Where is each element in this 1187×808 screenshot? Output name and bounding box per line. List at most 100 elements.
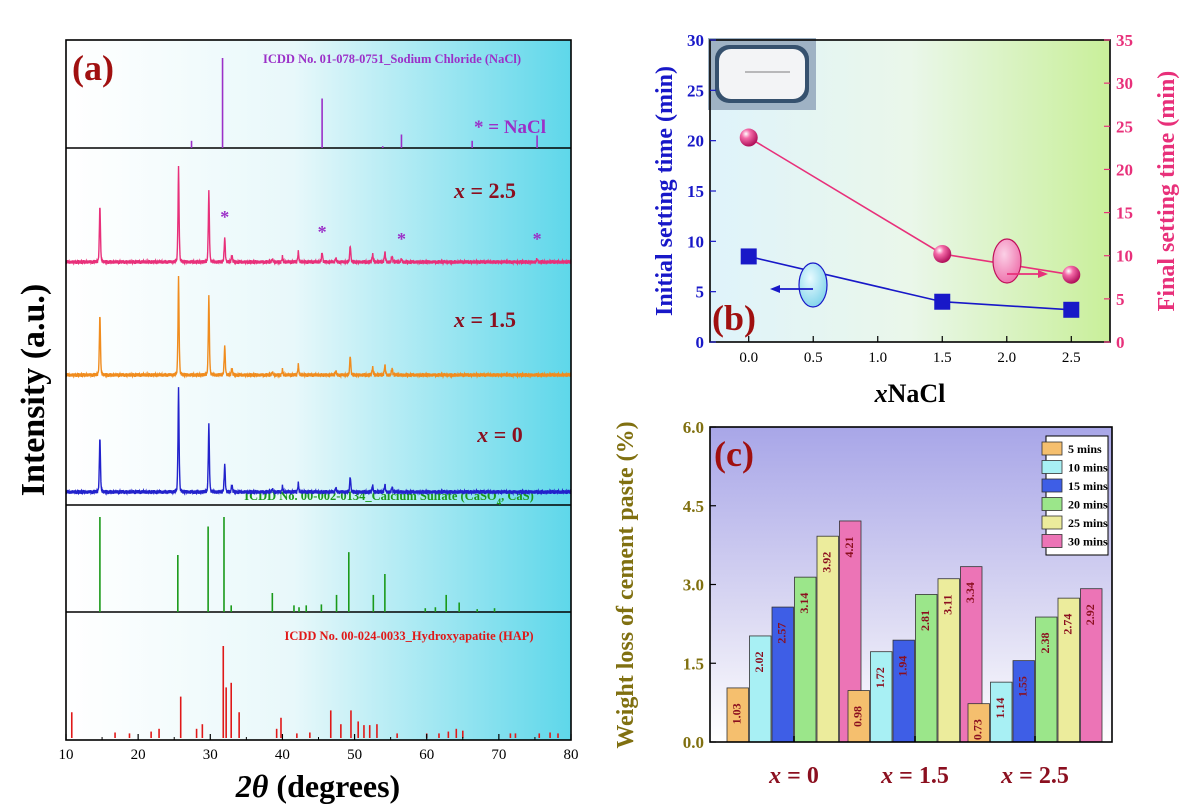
x-tick-label: 40 (275, 747, 290, 763)
y-left-tick-label: 15 (687, 182, 704, 201)
legend-entry: 5 mins (1068, 442, 1102, 456)
category-label: x = 2.5 (1000, 763, 1069, 789)
panel-b: 0.0 0.5 1.0 1.5 2.0 2.5 0 5 10 15 20 25 30 0 5 10 15 20 25… (652, 31, 1180, 408)
xrd-pattern-0 (65, 166, 572, 267)
y-right-tick-label: 30 (1116, 74, 1133, 93)
x-tick-label: 0.0 (739, 350, 758, 366)
legend-entry: 15 mins (1068, 479, 1108, 493)
bar-value-label: 1.55 (1016, 676, 1030, 697)
panel-c-ylabel: Weight loss of cement paste (%) (613, 421, 639, 748)
category-label: x = 0 (768, 763, 819, 789)
legend-entry: 25 mins (1068, 516, 1108, 530)
bar-value-label: 1.14 (993, 698, 1007, 719)
x-tick-label: 1.0 (868, 350, 887, 366)
pattern-label-2: x = 0 (476, 422, 523, 447)
panel-a: ICDD No. 01-078-0751_Sodium Chloride (Na… (15, 39, 579, 804)
bar-value-label: 3.11 (941, 595, 955, 615)
panel-c-legend: 5 mins 10 mins 15 mins 20 mins 25 mins 30 min… (1041, 435, 1109, 556)
x-tick-label: 60 (419, 747, 434, 763)
panel-b-xlabel: xNaCl (874, 379, 946, 408)
panel-a-label: (a) (72, 48, 114, 88)
y-left-tick-label: 0 (696, 333, 705, 352)
initial-setting-point (740, 248, 757, 265)
panel-c-label: (c) (714, 434, 754, 474)
nacl-marker: * (533, 229, 542, 249)
x-tick-label: 2.5 (1062, 350, 1081, 366)
reference-pattern-0 (190, 58, 538, 148)
nacl-marker: * (397, 229, 406, 249)
y-tick-label: 6.0 (683, 418, 704, 437)
x-tick-label: 10 (59, 747, 74, 763)
final-setting-point (933, 244, 952, 263)
legend-swatch (1041, 515, 1063, 530)
y-right-tick-label: 15 (1116, 204, 1133, 223)
reference-label-2: ICDD No. 00-024-0033_Hydroxyapatite (HAP… (284, 629, 533, 643)
panel-c: 1.03 2.02 2.57 3.14 3.92 4.21 x = 0 0.98 1.72 1.9… (613, 418, 1113, 789)
final-axis-arrowhead (1038, 270, 1048, 278)
bar-value-label: 2.38 (1038, 633, 1052, 654)
y-left-tick-label: 10 (687, 232, 704, 251)
x-tick-label: 70 (491, 747, 506, 763)
bar-value-label: 1.72 (873, 667, 887, 688)
panel-b-ylabel-left: Initial setting time (min) (652, 66, 678, 316)
panel-a-background (66, 40, 571, 740)
y-tick-label: 4.5 (683, 497, 704, 516)
category-label: x = 1.5 (880, 763, 949, 789)
panel-b-ylabel-right: Final setting time (min) (1154, 71, 1180, 312)
x-tick-label: 80 (564, 747, 579, 763)
y-tick-label: 3.0 (683, 576, 704, 595)
reference-pattern-2 (70, 646, 559, 738)
legend-swatch (1041, 441, 1063, 456)
bar-value-label: 3.34 (963, 582, 977, 603)
reference-label-0: ICDD No. 01-078-0751_Sodium Chloride (Na… (263, 52, 521, 66)
initial-axis-oval (798, 262, 828, 308)
x-tick-label: 0.5 (804, 350, 823, 366)
y-right-tick-label: 0 (1116, 333, 1125, 352)
nacl-marker: * (318, 222, 327, 242)
legend-swatch (1041, 460, 1063, 474)
legend-entry: 20 mins (1068, 498, 1108, 512)
bar-value-label: 2.92 (1083, 604, 1097, 625)
y-tick-label: 0.0 (683, 733, 704, 752)
reference-pattern-1 (99, 517, 496, 612)
bar-value-label: 2.81 (918, 610, 932, 631)
x-tick-label: 20 (131, 747, 146, 763)
y-right-tick-label: 35 (1116, 31, 1133, 50)
sample-photo (708, 38, 816, 110)
pattern-label-0: x = 2.5 (453, 178, 516, 203)
initial-setting-point (1063, 301, 1080, 318)
initial-setting-point (934, 293, 951, 310)
y-right-tick-label: 25 (1116, 117, 1133, 136)
x-tick-label: 2.0 (997, 350, 1016, 366)
y-right-tick-label: 5 (1116, 290, 1125, 309)
x-tick-label: 30 (203, 747, 218, 763)
bar-value-label: 4.21 (842, 536, 856, 557)
panel-b-label: (b) (712, 298, 756, 338)
bar-value-label: 2.74 (1061, 614, 1075, 635)
y-left-tick-label: 5 (696, 283, 705, 302)
bar-value-label: 2.02 (752, 651, 766, 672)
initial-axis-arrowhead (770, 285, 780, 293)
y-left-tick-label: 30 (687, 31, 704, 50)
legend-swatch (1041, 478, 1063, 493)
legend-entry: 10 mins (1068, 461, 1108, 475)
legend-swatch (1041, 497, 1063, 511)
panel-a-ylabel: Intensity (a.u.) (15, 284, 52, 497)
panel-a-xlabel: 2θ (degrees) (235, 768, 400, 804)
x-tick-label: 50 (347, 747, 362, 763)
bar-value-label: 1.94 (896, 656, 910, 677)
final-setting-point (1062, 265, 1081, 284)
bar-value-label: 0.73 (971, 719, 985, 740)
bar-value-label: 1.03 (730, 703, 744, 724)
final-setting-point (739, 128, 758, 147)
nacl-marker: * (220, 207, 229, 227)
pattern-label-1: x = 1.5 (453, 307, 516, 332)
y-tick-label: 1.5 (683, 654, 704, 673)
y-right-tick-label: 20 (1116, 160, 1133, 179)
xrd-pattern-1 (65, 276, 572, 380)
bar (892, 639, 915, 743)
y-right-tick-label: 10 (1116, 247, 1133, 266)
final-axis-oval (992, 238, 1022, 284)
legend-swatch (1041, 534, 1063, 548)
